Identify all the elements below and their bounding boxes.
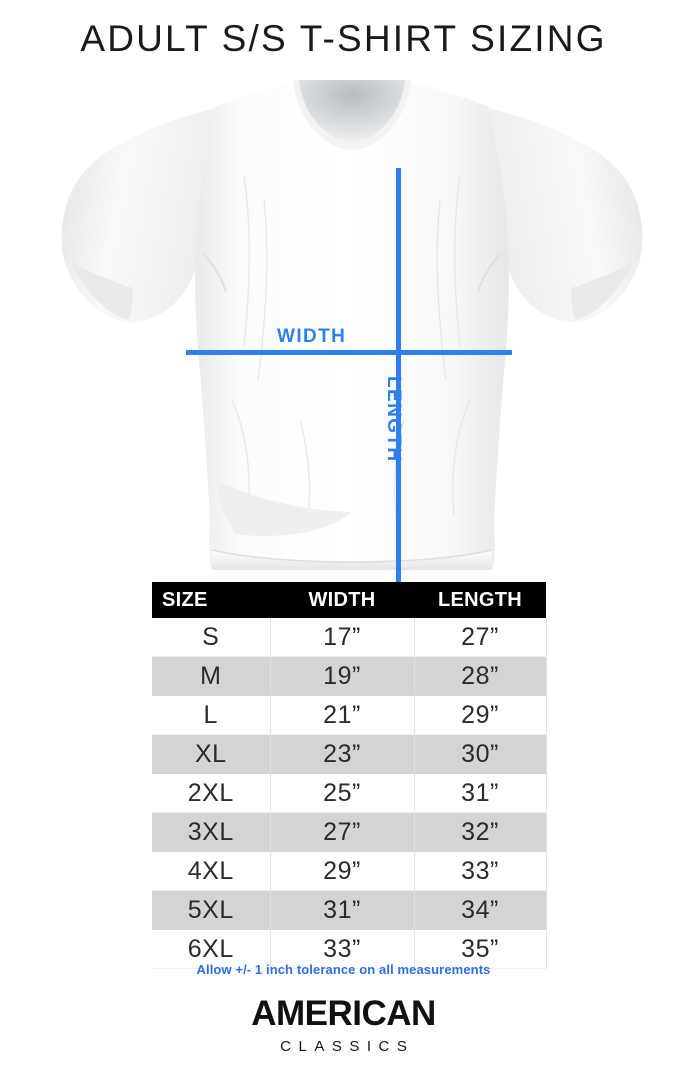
cell-length: 32” bbox=[414, 812, 547, 852]
table-row: 4XL 29” 33” bbox=[152, 851, 547, 891]
cell-size: 2XL bbox=[152, 773, 271, 813]
cell-length: 33” bbox=[414, 851, 547, 891]
cell-length: 28” bbox=[414, 656, 547, 696]
cell-length: 30” bbox=[414, 734, 547, 774]
cell-width: 33” bbox=[270, 929, 415, 969]
cell-width: 31” bbox=[270, 890, 415, 930]
cell-size: 5XL bbox=[152, 890, 271, 930]
cell-width: 25” bbox=[270, 773, 415, 813]
header-width: WIDTH bbox=[270, 582, 414, 618]
table-row: 2XL 25” 31” bbox=[152, 773, 547, 813]
table-row: S 17” 27” bbox=[152, 618, 547, 657]
cell-size: M bbox=[152, 656, 271, 696]
brand-secondary-text: CLASSICS bbox=[280, 1037, 415, 1055]
cell-length: 29” bbox=[414, 695, 547, 735]
length-label: LENGTH bbox=[383, 376, 404, 463]
tshirt-illustration bbox=[61, 80, 643, 570]
table-row: 5XL 31” 34” bbox=[152, 890, 547, 930]
cell-length: 34” bbox=[414, 890, 547, 930]
cell-size: L bbox=[152, 695, 271, 735]
width-measure-line bbox=[186, 350, 512, 355]
brand-logo: AMERICAN CLASSICS bbox=[0, 994, 687, 1055]
tolerance-note: Allow +/- 1 inch tolerance on all measur… bbox=[196, 962, 491, 977]
cell-length: 31” bbox=[414, 773, 547, 813]
cell-width: 23” bbox=[270, 734, 415, 774]
table-header-row: SIZE WIDTH LENGTH bbox=[152, 582, 546, 618]
cell-size: 3XL bbox=[152, 812, 271, 852]
page-title: ADULT S/S T-SHIRT SIZING bbox=[80, 18, 607, 59]
table-row: 6XL 33” 35” bbox=[152, 929, 547, 969]
cell-width: 17” bbox=[270, 618, 415, 657]
width-label: WIDTH bbox=[277, 326, 347, 347]
cell-size: 6XL bbox=[152, 929, 271, 969]
shirt-diagram: WIDTH LENGTH bbox=[0, 80, 687, 646]
cell-width: 27” bbox=[270, 812, 415, 852]
cell-size: 4XL bbox=[152, 851, 271, 891]
cell-width: 19” bbox=[270, 656, 415, 696]
brand-primary-text: AMERICAN bbox=[251, 994, 436, 1033]
cell-size: S bbox=[152, 618, 271, 657]
cell-length: 27” bbox=[414, 618, 547, 657]
cell-width: 21” bbox=[270, 695, 415, 735]
table-row: 3XL 27” 32” bbox=[152, 812, 547, 852]
header-size: SIZE bbox=[152, 582, 270, 618]
cell-length: 35” bbox=[414, 929, 547, 969]
table-row: XL 23” 30” bbox=[152, 734, 547, 774]
cell-width: 29” bbox=[270, 851, 415, 891]
header-length: LENGTH bbox=[414, 582, 546, 618]
length-measure-line bbox=[396, 168, 401, 646]
sizing-table: SIZE WIDTH LENGTH S 17” 27” M 19” 28” L … bbox=[152, 582, 547, 969]
table-row: M 19” 28” bbox=[152, 656, 547, 696]
cell-size: XL bbox=[152, 734, 271, 774]
table-row: L 21” 29” bbox=[152, 695, 547, 735]
